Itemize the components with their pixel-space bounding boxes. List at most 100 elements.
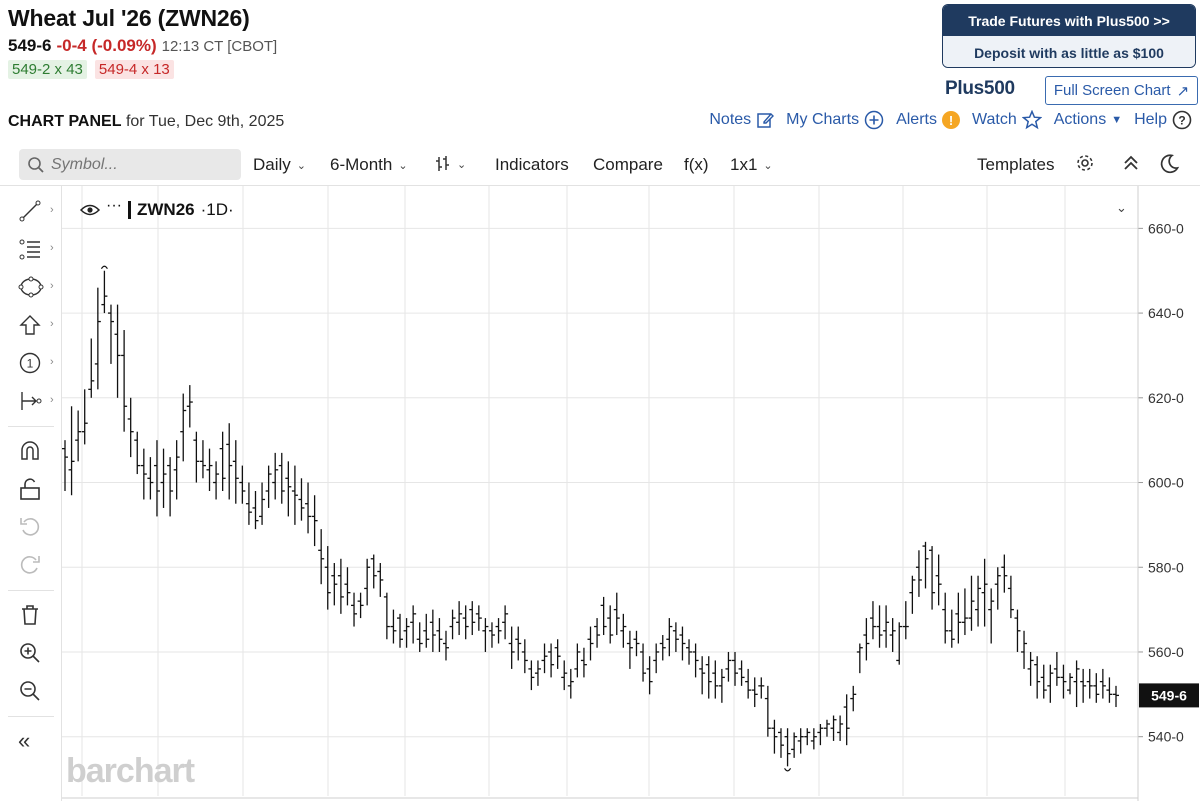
bid-quote: 549-2 x 43	[8, 60, 87, 79]
quote-time: 12:13 CT [CBOT]	[161, 38, 278, 55]
ohlc-bar	[705, 656, 712, 699]
indicators-button[interactable]: Indicators	[495, 155, 569, 174]
ohlc-bar	[1053, 651, 1060, 686]
magnet-tool[interactable]	[18, 436, 52, 466]
chevron-right-icon[interactable]: ›	[50, 318, 54, 330]
ohlc-bar	[942, 592, 949, 644]
ohlc-bar	[291, 465, 298, 525]
collapse-sidebar-button[interactable]: «	[18, 726, 52, 756]
ohlc-bar	[1113, 685, 1119, 708]
ohlc-bar	[508, 626, 515, 669]
chevron-right-icon[interactable]: ›	[50, 356, 54, 368]
my-charts-link[interactable]: My Charts	[786, 110, 884, 130]
redo-button[interactable]	[18, 550, 52, 580]
ohlc-bar	[922, 541, 929, 589]
alerts-link[interactable]: Alerts !	[896, 111, 960, 129]
interval-dropdown[interactable]: Daily ⌄	[253, 155, 306, 175]
price-chart[interactable]: 540-0 560-0 580-0 600-0 620-0 640-0 660-0 549-6	[62, 186, 1200, 801]
y-axis-tick-label: 600-0	[1148, 475, 1184, 491]
ohlc-bar	[94, 287, 101, 390]
ohlc-bar	[620, 613, 627, 648]
chevron-right-icon[interactable]: ›	[50, 280, 54, 292]
ohlc-bar	[613, 592, 620, 636]
ohlc-bar	[528, 660, 535, 691]
ohlc-bar	[1040, 664, 1047, 699]
ohlc-bar	[1027, 651, 1034, 686]
ohlc-bar	[607, 605, 614, 644]
shape-tool[interactable]	[18, 272, 52, 302]
zoom-out-button[interactable]	[18, 676, 52, 706]
ohlc-bar	[955, 592, 962, 644]
fx-button[interactable]: f(x)	[684, 155, 709, 174]
help-link[interactable]: Help ?	[1134, 110, 1192, 130]
ohlc-bar	[462, 605, 469, 640]
lock-tool[interactable]	[18, 474, 52, 504]
ohlc-bar	[1001, 554, 1008, 593]
ohlc-bar	[488, 622, 495, 648]
measure-tool[interactable]	[18, 386, 52, 416]
ohlc-bar	[679, 626, 686, 661]
collapse-button[interactable]	[1122, 153, 1140, 173]
actions-menu[interactable]: Actions ▼	[1054, 111, 1122, 129]
more-options-icon[interactable]: ···	[106, 197, 122, 214]
instrument-title: Wheat Jul '26 (ZWN26)	[8, 5, 250, 31]
compare-button[interactable]: Compare	[593, 155, 663, 174]
range-label: 6-Month	[330, 155, 393, 174]
templates-button[interactable]: Templates	[977, 155, 1055, 174]
layout-dropdown[interactable]: 1x1 ⌄	[730, 155, 773, 175]
panel-links: Notes My Charts Alerts ! Watch Actions ▼…	[709, 110, 1192, 130]
ohlc-bar	[1073, 660, 1080, 708]
watch-link[interactable]: Watch	[972, 110, 1042, 130]
undo-icon	[20, 518, 40, 536]
legend-collapse-icon[interactable]: ⌄	[1116, 200, 1127, 215]
my-charts-label: My Charts	[786, 111, 860, 128]
dark-mode-button[interactable]	[1158, 153, 1180, 175]
chevron-right-icon[interactable]: ›	[50, 204, 54, 216]
range-dropdown[interactable]: 6-Month ⌄	[330, 155, 408, 175]
ohlc-bar	[370, 554, 377, 589]
chart-type-dropdown[interactable]: ⌄	[435, 155, 466, 173]
ohlc-bar	[403, 618, 410, 648]
chart-toolbar: Daily ⌄ 6-Month ⌄ ⌄ Indicators Compare f…	[0, 144, 1200, 186]
full-screen-chart-button[interactable]: Full Screen Chart ↗	[1045, 76, 1198, 105]
fib-tool[interactable]	[18, 234, 52, 264]
symbol-search-input[interactable]	[51, 155, 231, 174]
magnet-icon	[21, 441, 39, 460]
zoom-in-button[interactable]	[18, 638, 52, 668]
symbol-search[interactable]	[19, 149, 241, 180]
y-axis-tick-label: 660-0	[1148, 220, 1184, 236]
trend-line-tool[interactable]	[18, 196, 52, 226]
ohlc-bar	[915, 550, 922, 597]
ohlc-bar	[975, 575, 982, 627]
undo-button[interactable]	[18, 512, 52, 542]
ohlc-bar	[475, 605, 482, 631]
chevron-right-icon[interactable]: ›	[50, 242, 54, 254]
redo-icon	[20, 556, 40, 574]
settings-button[interactable]	[1075, 153, 1095, 173]
ohlc-bar	[594, 618, 601, 648]
notes-link[interactable]: Notes	[709, 111, 775, 129]
ohlc-bar	[797, 728, 804, 754]
ohlc-bar	[1047, 664, 1054, 703]
ohlc-bar	[1007, 575, 1014, 619]
ohlc-bar	[948, 609, 955, 648]
plus500-ad[interactable]: Trade Futures with Plus500 >> Deposit wi…	[942, 4, 1196, 68]
quote-line: 549-6 -0-4 (-0.09%) 12:13 CT [CBOT]	[8, 36, 277, 56]
eye-icon[interactable]	[80, 203, 100, 217]
ohlc-bar	[626, 630, 633, 669]
ohlc-bar	[889, 618, 896, 652]
ad-subline[interactable]: Deposit with as little as $100	[943, 36, 1195, 67]
ohlc-bar	[272, 452, 279, 500]
y-axis-tick-label: 620-0	[1148, 390, 1184, 406]
external-arrow-icon: ↗	[1176, 82, 1190, 100]
ohlc-bar	[337, 558, 344, 614]
annotation-tool[interactable]: 1	[18, 348, 52, 378]
ohlc-bar	[856, 643, 863, 674]
ohlc-bar	[134, 431, 141, 475]
ohlc-bar	[147, 457, 154, 500]
ad-headline[interactable]: Trade Futures with Plus500 >>	[943, 5, 1195, 36]
chevron-right-icon[interactable]: ›	[50, 394, 54, 406]
arrow-tool[interactable]	[18, 310, 52, 340]
ohlc-bar	[837, 715, 844, 741]
delete-button[interactable]	[18, 600, 52, 630]
